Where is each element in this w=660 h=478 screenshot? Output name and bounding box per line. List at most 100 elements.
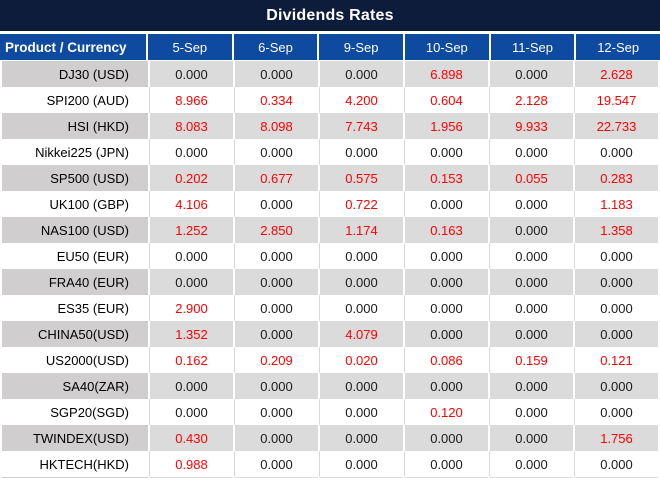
rate-value-cell: 0.604 xyxy=(405,87,488,113)
rate-value-cell: 4.200 xyxy=(320,87,403,113)
rate-value-cell: 0.000 xyxy=(490,399,573,425)
product-cell: UK100 (GBP) xyxy=(2,191,148,217)
rate-value-cell: 0.209 xyxy=(235,347,318,373)
rate-value-cell: 0.000 xyxy=(490,191,573,217)
rate-value-cell: 8.098 xyxy=(235,113,318,139)
rate-value-cell: 0.575 xyxy=(320,165,403,191)
product-cell: CHINA50(USD) xyxy=(2,321,148,347)
rate-value-cell: 0.000 xyxy=(320,61,403,87)
rate-value-cell: 0.000 xyxy=(575,139,658,165)
rate-value-cell: 0.000 xyxy=(575,451,658,477)
column-header-product-currency: Product / Currency xyxy=(0,34,146,60)
rate-value-cell: 0.000 xyxy=(490,139,573,165)
product-cell: SPI200 (AUD) xyxy=(2,87,148,113)
rate-value-cell: 0.000 xyxy=(235,139,318,165)
rate-value-cell: 0.000 xyxy=(235,399,318,425)
rate-value-cell: 0.000 xyxy=(405,295,488,321)
rate-value-cell: 0.000 xyxy=(150,373,233,399)
column-header-date: 10-Sep xyxy=(404,34,489,60)
rate-value-cell: 0.000 xyxy=(235,451,318,477)
product-cell: US2000(USD) xyxy=(2,347,148,373)
rate-value-cell: 0.000 xyxy=(490,217,573,243)
rate-value-cell: 0.000 xyxy=(150,139,233,165)
rate-value-cell: 0.000 xyxy=(575,399,658,425)
rate-value-cell: 0.000 xyxy=(320,243,403,269)
table-row: SGP20(SGD) 0.000 0.000 0.000 0.120 0.000 0.000 xyxy=(0,399,660,425)
rate-value-cell: 0.000 xyxy=(320,451,403,477)
rate-value-cell: 1.174 xyxy=(320,217,403,243)
rate-value-cell: 2.128 xyxy=(490,87,573,113)
rate-value-cell: 0.000 xyxy=(490,295,573,321)
rate-value-cell: 0.020 xyxy=(320,347,403,373)
table-row: DJ30 (USD) 0.000 0.000 0.000 6.898 0.000 2.628 xyxy=(0,61,660,87)
rate-value-cell: 0.000 xyxy=(490,61,573,87)
rate-value-cell: 0.000 xyxy=(575,373,658,399)
rate-value-cell: 9.933 xyxy=(490,113,573,139)
rate-value-cell: 0.000 xyxy=(490,269,573,295)
rate-value-cell: 8.966 xyxy=(150,87,233,113)
product-cell: FRA40 (EUR) xyxy=(2,269,148,295)
rate-value-cell: 0.055 xyxy=(490,165,573,191)
rate-value-cell: 19.547 xyxy=(575,87,658,113)
rate-value-cell: 0.163 xyxy=(405,217,488,243)
column-header-date: 6-Sep xyxy=(233,34,318,60)
column-header-date: 11-Sep xyxy=(490,34,575,60)
column-header-date: 5-Sep xyxy=(148,34,232,60)
rate-value-cell: 0.000 xyxy=(405,243,488,269)
rate-value-cell: 1.956 xyxy=(405,113,488,139)
table-row: SA40(ZAR) 0.000 0.000 0.000 0.000 0.000 0.000 xyxy=(0,373,660,399)
rate-value-cell: 0.000 xyxy=(150,61,233,87)
table-row: FRA40 (EUR) 0.000 0.000 0.000 0.000 0.000 0.00… xyxy=(0,269,660,295)
rate-value-cell: 0.000 xyxy=(405,321,488,347)
rate-value-cell: 0.000 xyxy=(150,243,233,269)
rate-value-cell: 4.079 xyxy=(320,321,403,347)
product-cell: HSI (HKD) xyxy=(2,113,148,139)
rate-value-cell: 0.162 xyxy=(150,347,233,373)
product-cell: NAS100 (USD) xyxy=(2,217,148,243)
table-title-bar: Dividends Rates xyxy=(0,0,660,31)
rate-value-cell: 0.988 xyxy=(150,451,233,477)
rate-value-cell: 0.000 xyxy=(320,373,403,399)
rate-value-cell: 0.120 xyxy=(405,399,488,425)
table-row: Nikkei225 (JPN) 0.000 0.000 0.000 0.000 0.000… xyxy=(0,139,660,165)
table-row: ES35 (EUR) 2.900 0.000 0.000 0.000 0.000 0.000 xyxy=(0,295,660,321)
rate-value-cell: 1.252 xyxy=(150,217,233,243)
rate-value-cell: 4.106 xyxy=(150,191,233,217)
rate-value-cell: 0.086 xyxy=(405,347,488,373)
product-cell: SP500 (USD) xyxy=(2,165,148,191)
rate-value-cell: 7.743 xyxy=(320,113,403,139)
rate-value-cell: 6.898 xyxy=(405,61,488,87)
product-cell: ES35 (EUR) xyxy=(2,295,148,321)
table-row: NAS100 (USD) 1.252 2.850 1.174 0.163 0.000 1.3… xyxy=(0,217,660,243)
rate-value-cell: 0.000 xyxy=(490,451,573,477)
table-body: DJ30 (USD) 0.000 0.000 0.000 6.898 0.000 2.628… xyxy=(0,61,660,478)
table-row: HKTECH(HKD) 0.988 0.000 0.000 0.000 0.000 0.00… xyxy=(0,451,660,477)
rate-value-cell: 0.202 xyxy=(150,165,233,191)
rate-value-cell: 0.000 xyxy=(490,321,573,347)
table-row: HSI (HKD) 8.083 8.098 7.743 1.956 9.933 22.733 xyxy=(0,113,660,139)
rate-value-cell: 2.850 xyxy=(235,217,318,243)
rate-value-cell: 0.000 xyxy=(235,295,318,321)
rate-value-cell: 0.121 xyxy=(575,347,658,373)
rate-value-cell: 0.000 xyxy=(575,295,658,321)
rate-value-cell: 0.000 xyxy=(320,425,403,451)
rate-value-cell: 0.334 xyxy=(235,87,318,113)
product-cell: SA40(ZAR) xyxy=(2,373,148,399)
product-cell: DJ30 (USD) xyxy=(2,61,148,87)
rate-value-cell: 0.153 xyxy=(405,165,488,191)
rate-value-cell: 0.000 xyxy=(235,269,318,295)
table-title: Dividends Rates xyxy=(266,6,394,24)
table-row: SP500 (USD) 0.202 0.677 0.575 0.153 0.055 0.28… xyxy=(0,165,660,191)
rate-value-cell: 0.283 xyxy=(575,165,658,191)
rate-value-cell: 1.352 xyxy=(150,321,233,347)
product-cell: EU50 (EUR) xyxy=(2,243,148,269)
rate-value-cell: 0.430 xyxy=(150,425,233,451)
rate-value-cell: 0.159 xyxy=(490,347,573,373)
rate-value-cell: 0.000 xyxy=(575,269,658,295)
rate-value-cell: 0.000 xyxy=(575,321,658,347)
table-row: CHINA50(USD) 1.352 0.000 4.079 0.000 0.000 0.0… xyxy=(0,321,660,347)
rate-value-cell: 0.000 xyxy=(320,269,403,295)
rate-value-cell: 1.756 xyxy=(575,425,658,451)
rate-value-cell: 0.000 xyxy=(235,61,318,87)
